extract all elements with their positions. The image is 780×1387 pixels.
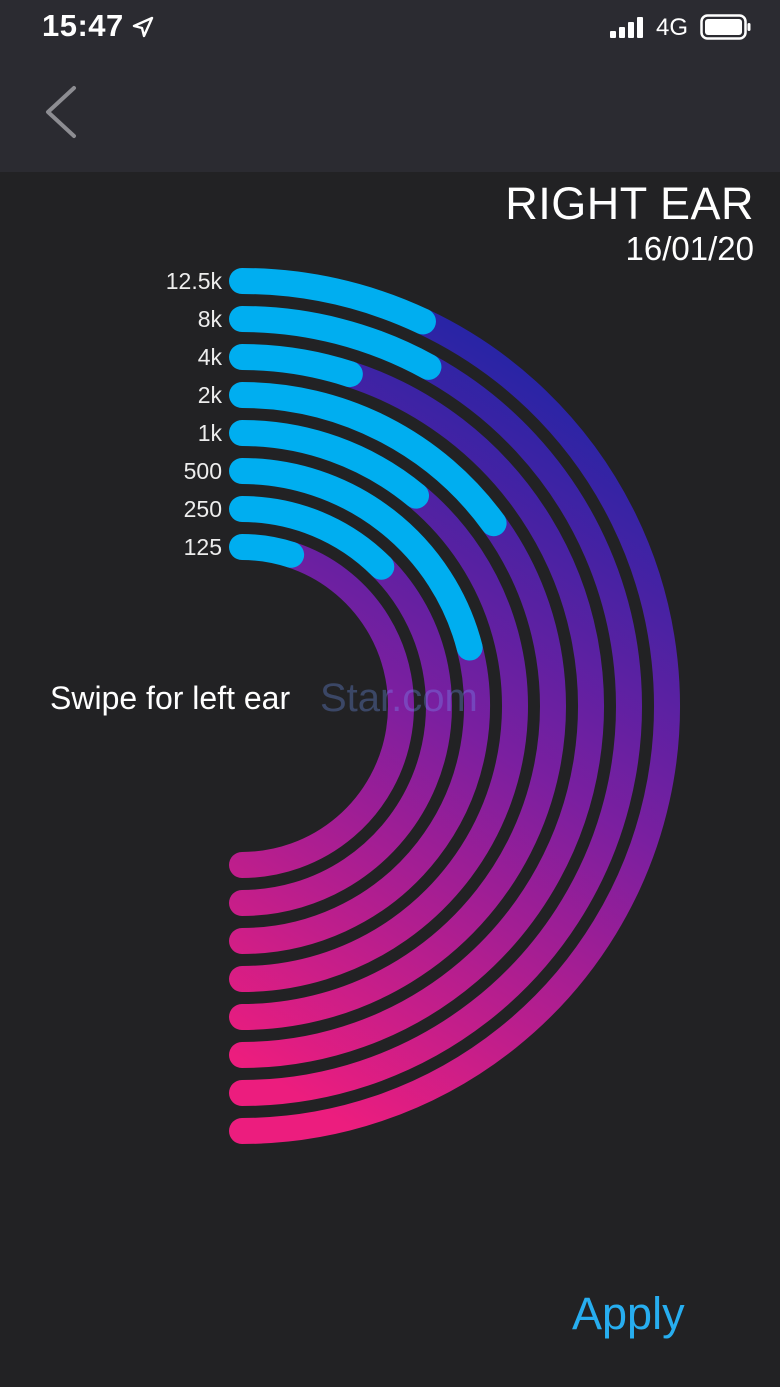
status-time: 15:47 — [42, 8, 124, 43]
frequency-label-2k: 2k — [198, 382, 223, 408]
status-bar: 15:47 4G — [0, 0, 780, 56]
network-type: 4G — [656, 14, 689, 41]
frequency-label-1k: 1k — [198, 420, 223, 446]
arc-remaining-1k[interactable] — [229, 482, 528, 992]
arc-threshold-12-5k[interactable] — [229, 268, 436, 335]
apply-button[interactable]: Apply — [572, 1288, 685, 1339]
frequency-label-250: 250 — [184, 496, 222, 522]
frequency-label-8k: 8k — [198, 306, 223, 332]
swipe-hint: Swipe for left ear — [50, 680, 291, 716]
battery-icon — [700, 14, 751, 40]
arc-threshold-4k[interactable] — [229, 344, 363, 388]
arc-remaining-12-5k[interactable] — [229, 308, 680, 1144]
arc-threshold-125[interactable] — [229, 534, 305, 568]
arc-threshold-2k[interactable] — [229, 382, 507, 537]
ear-title: RIGHT EAR — [505, 178, 754, 229]
back-button[interactable] — [30, 80, 90, 144]
frequency-label-125: 125 — [184, 534, 222, 560]
test-date: 16/01/20 — [625, 230, 754, 267]
arc-threshold-500[interactable] — [229, 458, 483, 661]
arc-threshold-1k[interactable] — [229, 420, 430, 509]
arc-remaining-4k[interactable] — [229, 361, 604, 1068]
arc-remaining-2k[interactable] — [229, 510, 566, 1030]
arc-threshold-8k[interactable] — [229, 306, 442, 380]
frequency-label-500: 500 — [184, 458, 222, 484]
location-arrow-icon — [132, 16, 154, 38]
watermark: Star.com — [320, 676, 478, 720]
cellular-signal-icon — [610, 17, 643, 38]
arc-remaining-125[interactable] — [229, 541, 414, 878]
frequency-label-4k: 4k — [198, 344, 223, 370]
chevron-left-icon — [46, 86, 76, 138]
frequency-label-12-5k: 12.5k — [166, 268, 223, 294]
navigation-bar — [0, 56, 780, 172]
arc-remaining-8k[interactable] — [229, 353, 642, 1106]
arc-remaining-250[interactable] — [229, 553, 452, 916]
arc-remaining-500[interactable] — [229, 634, 490, 954]
arc-threshold-250[interactable] — [229, 496, 395, 580]
